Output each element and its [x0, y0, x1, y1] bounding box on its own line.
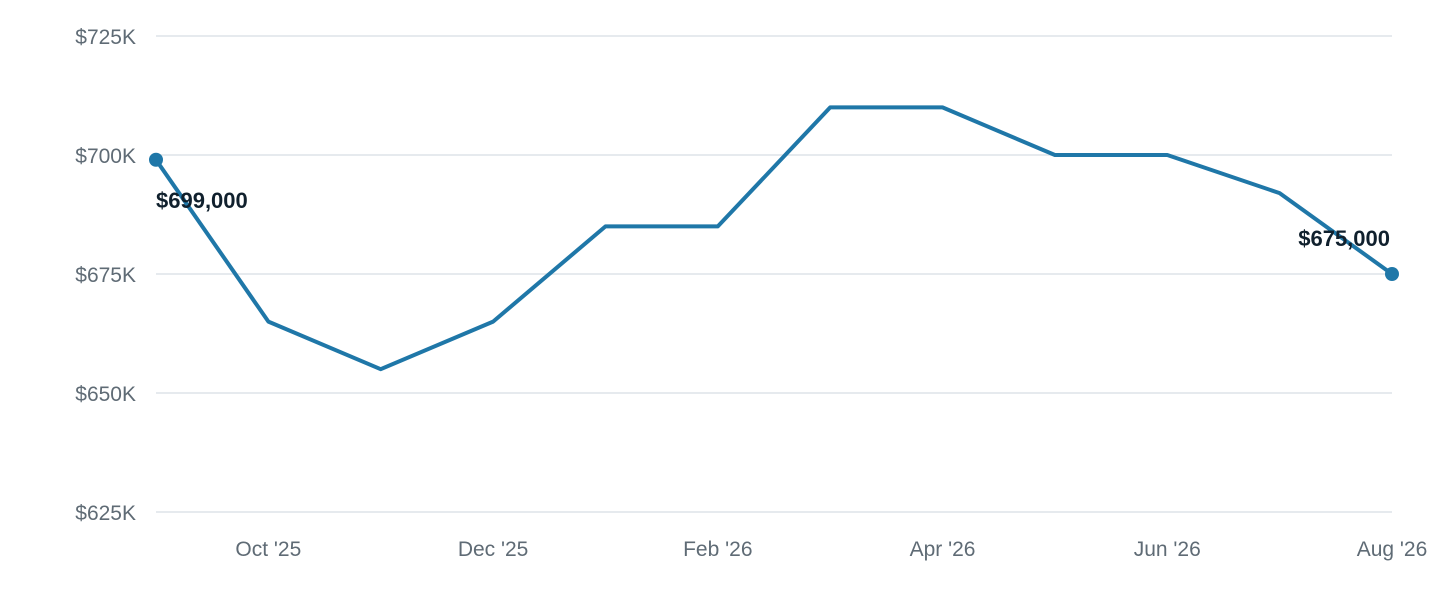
data-label: $675,000	[1298, 226, 1390, 251]
data-point-marker	[149, 152, 163, 167]
y-axis-ticks: $725K $700K $675K $650K $625K	[75, 26, 136, 525]
x-tick-label: Apr '26	[910, 538, 976, 561]
y-tick-label: $725K	[75, 26, 136, 49]
x-tick-label: Jun '26	[1134, 538, 1201, 561]
x-tick-label: Aug '26	[1357, 538, 1428, 561]
data-point-marker	[1385, 267, 1399, 281]
data-labels: $699,000 $675,000	[156, 188, 1390, 251]
y-tick-label: $625K	[75, 502, 136, 525]
x-tick-label: Dec '25	[458, 538, 529, 561]
series-layer	[149, 105, 1399, 372]
y-tick-label: $700K	[75, 145, 136, 168]
x-tick-label: Feb '26	[683, 538, 752, 561]
y-tick-label: $675K	[75, 264, 136, 287]
y-tick-label: $650K	[75, 383, 136, 406]
series-line	[154, 105, 1394, 372]
gridlines	[156, 35, 1392, 513]
x-tick-label: Oct '25	[235, 538, 301, 561]
x-axis-ticks: Oct '25 Dec '25 Feb '26 Apr '26 Jun '26 Aug '…	[235, 538, 1427, 561]
data-label: $699,000	[156, 188, 248, 213]
